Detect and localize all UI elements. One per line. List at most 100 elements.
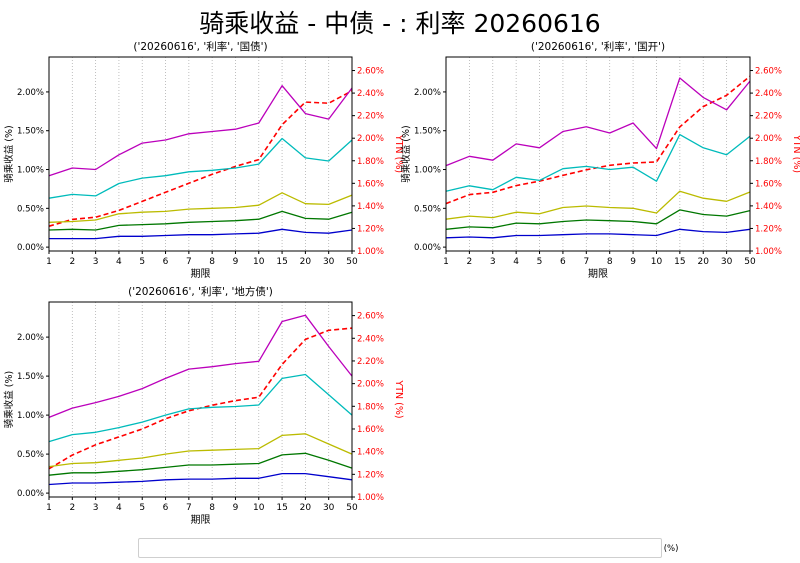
- x-tick-label: 2: [69, 257, 75, 267]
- y-tick-label-left: 0.00%: [414, 243, 441, 253]
- x-tick-label: 1: [46, 257, 52, 267]
- series-line-ryc-2m: [48, 210, 353, 231]
- y-tick-label-right: 1.80%: [357, 402, 384, 412]
- x-tick-label: 9: [233, 503, 239, 513]
- subplot-title: ('20260616', '利率', '国债'): [133, 40, 267, 53]
- y-tick-label-left: 1.00%: [17, 166, 44, 176]
- y-tick-label-right: 1.80%: [357, 157, 384, 167]
- y-tick-label-right: 1.40%: [357, 202, 384, 212]
- y-tick-label-left: 2.00%: [17, 88, 44, 98]
- y-tick-label-right: 1.00%: [357, 493, 384, 503]
- y-tick-label-right: 2.20%: [755, 112, 782, 122]
- x-tick-label: 50: [346, 503, 358, 513]
- x-tick-label: 10: [253, 503, 265, 513]
- subplot-title: ('20260616', '利率', '国开'): [531, 40, 665, 53]
- y-tick-label-left: 0.00%: [17, 489, 44, 499]
- x-tick-label: 9: [630, 257, 636, 267]
- series-line-ryc-6m: [445, 133, 751, 192]
- x-tick-label: 9: [233, 257, 239, 267]
- x-tick-label: 6: [163, 503, 169, 513]
- y-tick-label-right: 1.40%: [357, 448, 384, 458]
- x-tick-label: 3: [93, 257, 99, 267]
- y-tick-label-left: 1.00%: [17, 411, 44, 421]
- x-tick-label: 8: [607, 257, 613, 267]
- y-tick-label-left: 2.00%: [414, 88, 441, 98]
- series-line-ytn: [48, 90, 353, 227]
- x-tick-label: 8: [209, 503, 215, 513]
- y-axis-label-left: 骑乘收益 (%): [3, 371, 15, 428]
- plot-frame: [48, 56, 353, 252]
- x-tick-label: 3: [490, 257, 496, 267]
- y-tick-label-left: 0.50%: [17, 450, 44, 460]
- y-tick-label-right: 1.60%: [755, 179, 782, 189]
- x-axis-label: 期限: [191, 268, 211, 280]
- x-tick-label: 20: [300, 257, 312, 267]
- y-tick-label-right: 1.00%: [357, 247, 384, 257]
- y-tick-label-right: 2.60%: [357, 67, 384, 77]
- y-axis-label-right: YTN (%): [791, 134, 800, 173]
- series-line-ryc-2m: [48, 452, 353, 476]
- series-line-ryc-1m: [49, 228, 353, 240]
- x-tick-label: 6: [560, 257, 566, 267]
- y-axis-label-left: 骑乘收益 (%): [3, 125, 15, 182]
- x-tick-label: 30: [323, 503, 335, 513]
- series-line-ryc-9m: [445, 77, 751, 167]
- y-tick-label-left: 1.50%: [17, 127, 44, 137]
- x-tick-label: 10: [253, 257, 265, 267]
- x-tick-label: 1: [443, 257, 449, 267]
- series-line-ryc-6m: [48, 373, 353, 443]
- series-line-ytn: [445, 75, 751, 205]
- x-tick-label: 6: [163, 257, 169, 267]
- y-tick-label-right: 1.20%: [357, 224, 384, 234]
- y-tick-label-left: 0.00%: [17, 243, 44, 253]
- y-tick-label-left: 0.50%: [17, 204, 44, 214]
- x-tick-label: 7: [583, 257, 589, 267]
- y-tick-label-right: 2.40%: [357, 334, 384, 344]
- x-tick-label: 8: [209, 257, 215, 267]
- series-line-ryc-3m: [48, 433, 353, 468]
- y-tick-label-left: 1.50%: [17, 372, 44, 382]
- y-tick-label-right: 2.40%: [755, 89, 782, 99]
- y-axis-label-right: YTN (%): [393, 134, 404, 173]
- series-line-ytn: [48, 327, 353, 470]
- series-line-ryc-3m: [48, 192, 353, 223]
- x-tick-label: 50: [346, 257, 358, 267]
- series-line-ryc-2m: [445, 209, 751, 230]
- y-tick-label-left: 0.50%: [414, 204, 441, 214]
- chart-panel-2: 1 2 3 4 5 6 7 8 9 10 15 20 30 50 0.00% 0.50% 1.00% 1.50% 2…: [400, 40, 800, 280]
- x-axis-label: 期限: [191, 514, 211, 526]
- y-tick-label-right: 1.60%: [357, 425, 384, 435]
- series-line-ryc-6m: [48, 137, 353, 199]
- y-axis-label-left: 骑乘收益 (%): [400, 125, 412, 182]
- y-tick-label-right: 2.40%: [357, 89, 384, 99]
- series-line-ryc-1m: [445, 228, 751, 239]
- y-tick-label-right: 1.20%: [357, 470, 384, 480]
- x-tick-label: 4: [116, 503, 122, 513]
- legend: [138, 538, 662, 558]
- chart-panel-1: 1 2 3 4 5 6 7 8 9 10 15 20 30 50 0.00% 0.50% 1.00% 1.50% 2…: [3, 40, 404, 280]
- chart-panel-3: 1 2 3 4 5 6 7 8 9 10 15 20 30 50 0.00% 0.50% 1.00% 1.50% 2…: [3, 285, 404, 526]
- series-line-ryc-9m: [48, 314, 353, 419]
- x-tick-label: 15: [276, 503, 287, 513]
- x-tick-label: 15: [674, 257, 685, 267]
- y-tick-label-right: 2.20%: [357, 357, 384, 367]
- x-tick-label: 50: [744, 257, 756, 267]
- x-tick-label: 1: [46, 503, 52, 513]
- subplot-title: ('20260616', '利率', '地方债'): [128, 285, 273, 298]
- y-tick-label-right: 1.40%: [755, 202, 782, 212]
- x-tick-label: 10: [651, 257, 663, 267]
- y-tick-label-right: 1.00%: [755, 247, 782, 257]
- x-tick-label: 7: [186, 503, 192, 513]
- x-tick-label: 5: [139, 503, 145, 513]
- y-tick-label-left: 2.00%: [17, 333, 44, 343]
- x-tick-label: 20: [300, 503, 312, 513]
- y-tick-label-right: 2.00%: [755, 134, 782, 144]
- figure-title: 骑乘收益 - 中债 - : 利率 20260616: [199, 9, 601, 38]
- y-tick-label-right: 2.00%: [357, 134, 384, 144]
- x-tick-label: 3: [93, 503, 99, 513]
- x-tick-label: 4: [513, 257, 519, 267]
- x-axis-label: 期限: [588, 268, 608, 280]
- x-tick-label: 4: [116, 257, 122, 267]
- series-line-ryc-9m: [48, 85, 353, 177]
- x-tick-label: 2: [467, 257, 473, 267]
